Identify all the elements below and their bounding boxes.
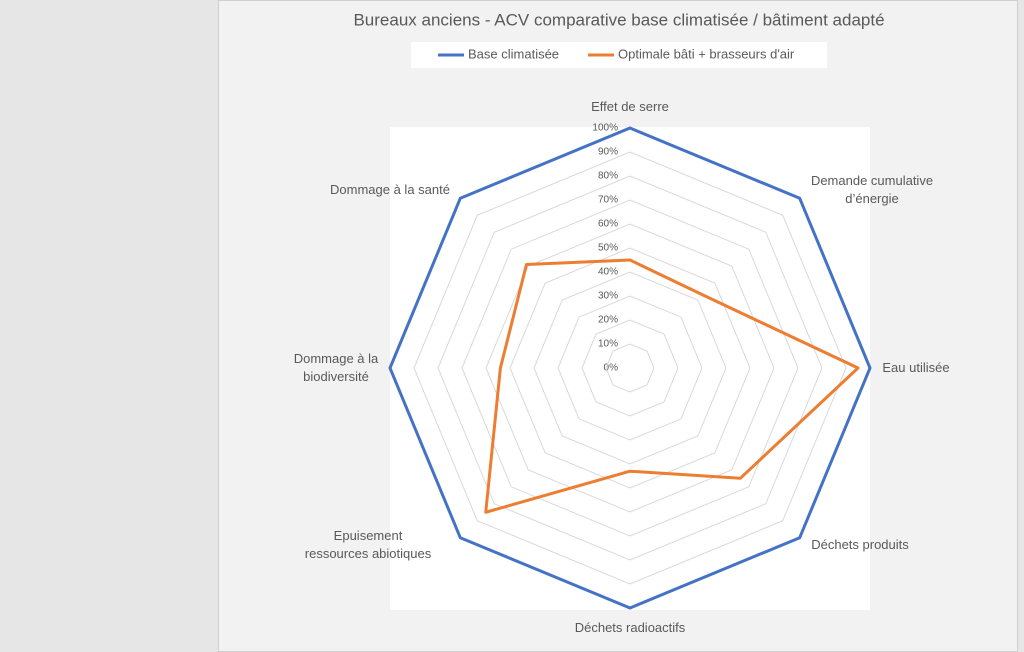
category-label: Demande cumulative d’énergie bbox=[810, 173, 934, 206]
legend bbox=[411, 42, 827, 68]
r-tick-label: 70% bbox=[598, 195, 618, 206]
r-tick-label: 0% bbox=[604, 363, 619, 374]
category-label: Dommage à la santé bbox=[330, 182, 450, 197]
category-label: Déchets radioactifs bbox=[574, 620, 686, 635]
r-tick-label: 30% bbox=[598, 291, 618, 302]
series-line bbox=[388, 126, 872, 610]
plot-area bbox=[390, 127, 870, 610]
chart-title: Bureaux anciens - ACV comparative base c… bbox=[353, 10, 884, 29]
category-label: Déchets produits bbox=[811, 537, 909, 552]
grid-line bbox=[509, 247, 751, 489]
r-tick-label: 100% bbox=[592, 123, 618, 134]
r-tick-label: 60% bbox=[598, 219, 618, 230]
r-tick-label: 40% bbox=[598, 267, 618, 278]
grid-line bbox=[437, 175, 823, 561]
grid-line bbox=[533, 271, 727, 465]
category-label: Effet de serre bbox=[591, 99, 669, 114]
grid-line bbox=[557, 295, 703, 441]
series-line bbox=[484, 258, 860, 514]
category-label: Eau utilisée bbox=[882, 360, 950, 375]
legend-label: Base climatisée bbox=[468, 46, 559, 61]
r-tick-label: 20% bbox=[598, 315, 618, 326]
category-label: Dommage à la biodiversité bbox=[293, 351, 379, 384]
r-tick-label: 50% bbox=[598, 243, 618, 254]
grid-line bbox=[581, 319, 679, 417]
grid-line bbox=[605, 343, 655, 393]
category-label: Epuisement ressources abiotiques bbox=[304, 528, 432, 561]
r-tick-label: 80% bbox=[598, 171, 618, 182]
grid-line bbox=[461, 199, 799, 537]
grid-line bbox=[413, 151, 847, 585]
legend-label: Optimale bâti + brasseurs d'air bbox=[618, 46, 795, 61]
grid-line bbox=[485, 223, 775, 513]
r-tick-label: 90% bbox=[598, 147, 618, 158]
r-tick-label: 10% bbox=[598, 339, 618, 350]
